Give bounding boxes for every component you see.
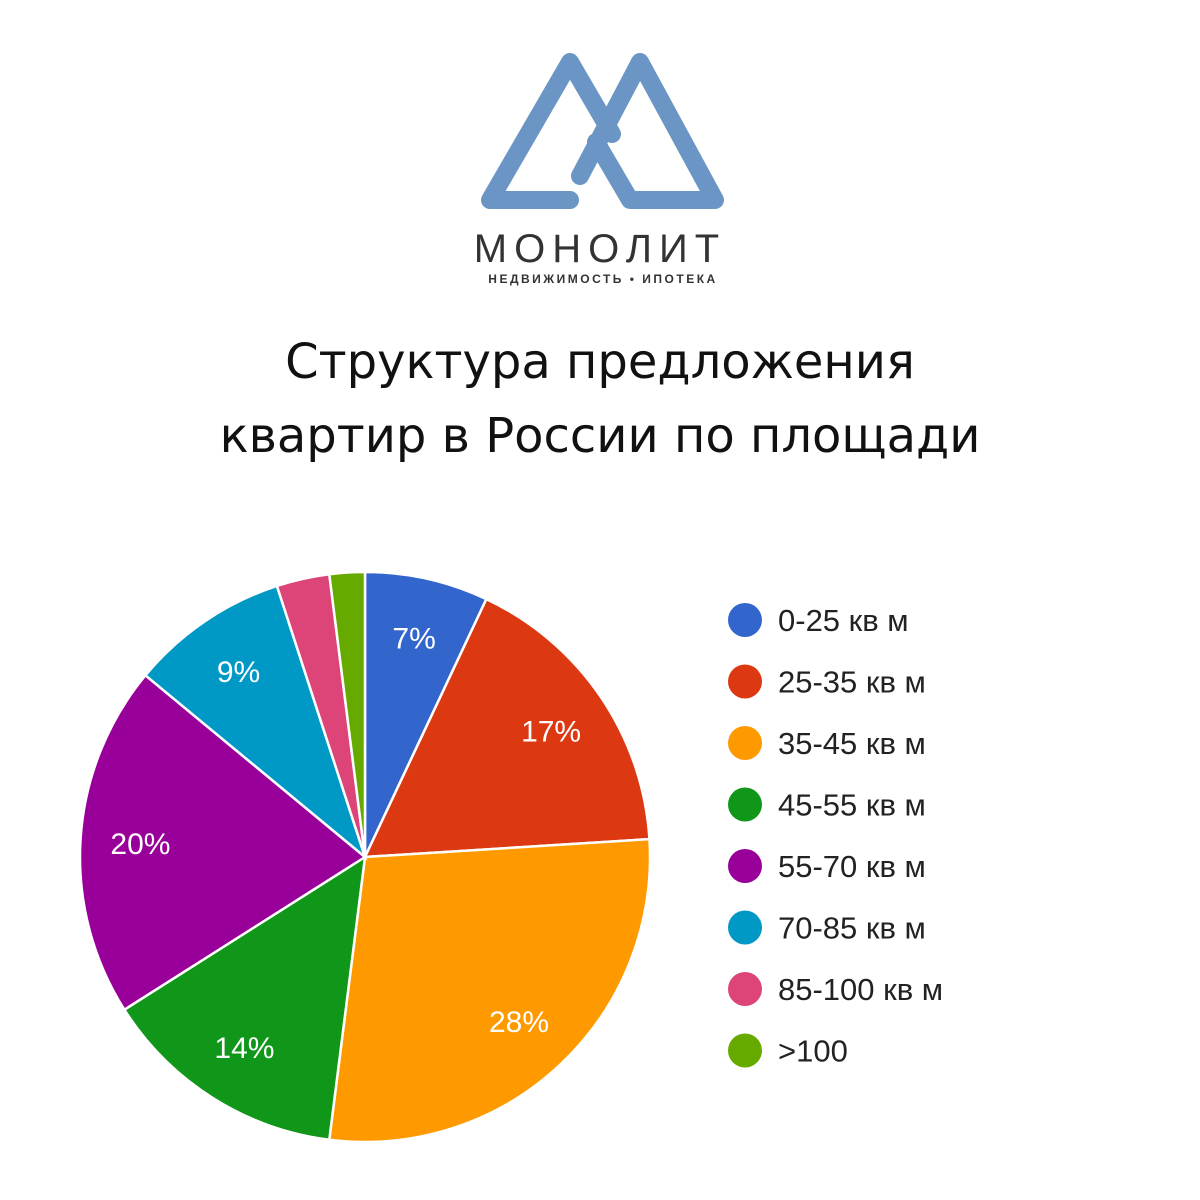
chart-title: Структура предложения [285, 334, 915, 390]
legend-label: 35-45 кв м [778, 726, 926, 761]
pie-slice [327, 570, 367, 858]
legend-label: 25-35 кв м [778, 665, 926, 700]
pie-slice [78, 673, 368, 1012]
pie-slice [327, 837, 652, 1144]
legend-label: 70-85 кв м [778, 911, 926, 946]
slice-label: 28% [489, 1006, 549, 1039]
pie-slice [122, 854, 367, 1142]
pie-slice [143, 584, 368, 861]
legend-swatch [728, 910, 762, 945]
logo-name: МОНОЛИТ [474, 227, 726, 271]
legend-label: >100 [778, 1034, 848, 1069]
legend-swatch [728, 1033, 762, 1068]
slice-label: 9% [217, 656, 260, 689]
legend-label: 55-70 кв м [778, 849, 926, 884]
legend-swatch [728, 849, 762, 883]
slice-label: 7% [392, 622, 435, 655]
legend-swatch [728, 603, 762, 637]
pie-slice [363, 570, 489, 858]
logo-tagline: НЕДВИЖИМОСТЬ • ИПОТЕКА [488, 272, 717, 286]
legend-swatch [728, 787, 762, 822]
legend-swatch [728, 664, 762, 699]
legend-label: 85-100 кв м [778, 972, 943, 1007]
pie-slice [362, 597, 651, 859]
legend-swatch [728, 972, 762, 1006]
logo-mark [481, 53, 724, 209]
legend-label: 45-55 кв м [778, 788, 926, 823]
slice-label: 14% [214, 1032, 274, 1065]
slice-label: 17% [521, 716, 581, 749]
chart-title: квартир в России по площади [220, 408, 981, 464]
slice-label: 20% [110, 828, 170, 861]
legend-swatch [728, 726, 762, 760]
legend-label: 0-25 кв м [778, 603, 909, 638]
